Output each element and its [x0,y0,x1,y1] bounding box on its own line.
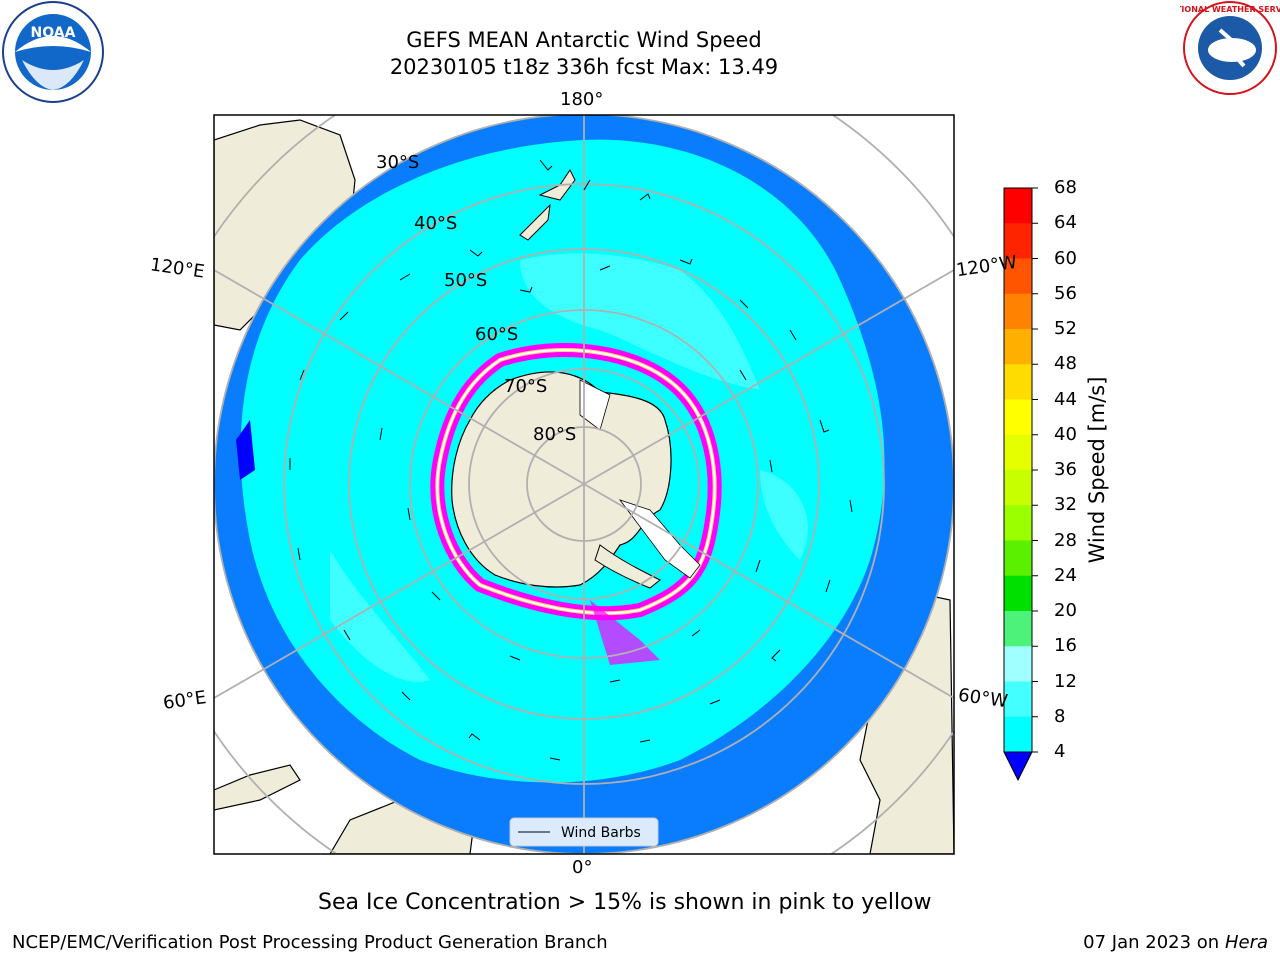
lat-label-60s: 60°S [475,324,519,345]
lat-label-40s: 40°S [414,213,458,234]
colorbar-cell [1004,716,1032,753]
lon-label-180: 180° [560,89,604,110]
colorbar-tick-label: 32 [1054,494,1077,516]
colorbar-cell [1004,329,1032,365]
legend-box: Wind Barbs [509,817,659,847]
legend-label: Wind Barbs [561,825,641,841]
footer-host: Hera [1224,932,1268,953]
colorbar-tick-label: 16 [1054,635,1077,657]
madagascar-land [214,764,301,811]
chart-title: GEFS MEAN Antarctic Wind Speed [406,28,762,52]
colorbar-tick-label: 60 [1054,247,1077,269]
colorbar-tick-label: 52 [1054,318,1077,339]
lat-label-30s: 30°S [376,152,420,173]
colorbar-label: Wind Speed [m/s] [1085,376,1109,564]
colorbar-tick-label: 64 [1054,212,1077,234]
colorbar-tick-label: 56 [1054,282,1077,304]
colorbar-cell [1004,681,1032,718]
colorbar-cell [1004,540,1032,577]
colorbar-cell [1004,505,1032,541]
footer-credit: NCEP/EMC/Verification Post Processing Pr… [12,932,608,953]
colorbar-cell [1004,646,1032,682]
colorbar-tick-label: 12 [1054,670,1077,692]
noaa-logo: NOAA [2,1,104,103]
colorbar-cell [1004,399,1032,436]
colorbar-tick-label: 36 [1054,459,1077,480]
map-caption: Sea Ice Concentration > 15% is shown in … [318,890,932,915]
colorbar-tick-label: 68 [1054,177,1077,198]
nws-logo: NATIONAL WEATHER SERVICE [1180,1,1280,95]
colorbar-tick-label: 4 [1054,741,1066,762]
colorbar-under-arrow [1003,751,1033,782]
colorbar-tick-label: 48 [1054,353,1077,375]
lat-label-70s: 70°S [504,376,548,397]
new-zealand-land [538,169,576,201]
lat-label-80s: 80°S [533,424,577,445]
colorbar [1003,187,1038,782]
longitude-gridlines [214,115,954,854]
colorbar-cell [1004,611,1032,647]
nws-logo-text: NATIONAL WEATHER SERVICE [1180,5,1280,14]
colorbar-cell [1004,575,1032,612]
lat-label-50s: 50°S [444,270,488,291]
colorbar-cell [1004,293,1032,330]
map-frame [213,114,955,855]
noaa-logo-text: NOAA [31,25,76,41]
wind-band-12-16 [520,253,760,390]
lon-label-0: 0° [572,857,593,878]
colorbar-cell [1004,223,1032,259]
colorbar-tick-label: 44 [1054,388,1077,410]
colorbar-cell [1004,364,1032,400]
footer-timestamp: 07 Jan 2023 on Hera [1083,932,1268,953]
colorbar-tick-label: 24 [1054,564,1077,586]
colorbar-tick-label: 28 [1054,529,1077,551]
colorbar-cell [1004,434,1032,471]
colorbar-cell [1004,470,1032,506]
colorbar-cell [1004,258,1032,295]
colorbar-tick-label: 8 [1054,705,1066,727]
colorbar-cell [1004,188,1032,224]
colorbar-tick-label: 40 [1054,423,1077,445]
wind-barbs [289,159,853,761]
footer-date: 07 Jan 2023 on [1083,932,1220,953]
chart-subtitle: 20230105 t18z 336h fcst Max: 13.49 [389,55,779,79]
colorbar-tick-label: 20 [1054,600,1077,621]
